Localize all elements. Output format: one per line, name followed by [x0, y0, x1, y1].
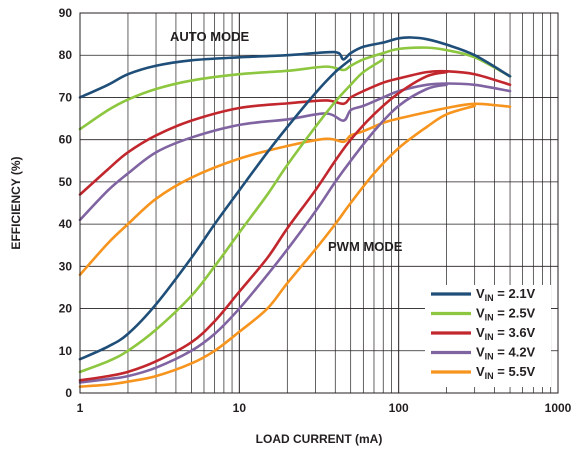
pwm-mode-annotation: PWM MODE	[328, 239, 403, 254]
legend-label: VIN = 2.1V	[476, 286, 536, 303]
series-line-v-in-3-6v	[78, 69, 512, 196]
series-line-v-in-2-1v-pwm	[78, 58, 352, 361]
x-tick-label: 1000	[545, 401, 572, 415]
y-tick-labels: 0 10 20 30 40 50 60 70 80 90	[59, 6, 73, 400]
x-tick-label: 10	[233, 401, 247, 415]
x-tick-label: 1	[77, 401, 84, 415]
x-tick-label: 100	[389, 401, 409, 415]
y-tick-label: 70	[59, 90, 73, 104]
y-tick-label: 90	[59, 6, 73, 20]
series-layer	[78, 36, 512, 388]
legend-box	[425, 285, 551, 387]
legend-label: VIN = 3.6V	[476, 325, 536, 342]
series-line-v-in-2-1v	[78, 36, 512, 99]
x-axis-title: LOAD CURRENT (mA)	[256, 432, 383, 446]
series-line-v-in-5-5v	[78, 102, 512, 277]
legend-label: VIN = 2.5V	[476, 306, 536, 323]
plot-frame	[79, 12, 559, 394]
series-line-v-in-2-5v-pwm	[78, 58, 385, 374]
legend-label: VIN = 5.5V	[476, 364, 536, 381]
series-line-v-in-3-6v-pwm	[78, 70, 448, 382]
series-line-v-in-4-2v-pwm	[78, 83, 448, 384]
y-tick-label: 30	[59, 259, 73, 273]
y-tick-label: 80	[59, 48, 73, 62]
y-tick-label: 40	[59, 217, 73, 231]
legend-label: VIN = 4.2V	[476, 345, 536, 362]
series-line-v-in-4-2v	[78, 82, 512, 222]
x-tick-labels: 1 10 100 1000	[77, 401, 572, 415]
y-tick-label: 20	[59, 302, 73, 316]
y-tick-label: 10	[59, 344, 73, 358]
y-tick-label: 0	[65, 386, 72, 400]
y-tick-label: 60	[59, 133, 73, 147]
auto-mode-annotation: AUTO MODE	[170, 29, 250, 44]
y-axis-title: EFFICIENCY (%)	[9, 156, 23, 249]
y-tick-label: 50	[59, 175, 73, 189]
series-line-v-in-5-5v-pwm	[78, 104, 476, 388]
series-line-v-in-2-5v	[78, 46, 512, 131]
legend: VIN = 2.1V VIN = 2.5V VIN = 3.6V VIN = 4.2V…	[425, 285, 551, 387]
